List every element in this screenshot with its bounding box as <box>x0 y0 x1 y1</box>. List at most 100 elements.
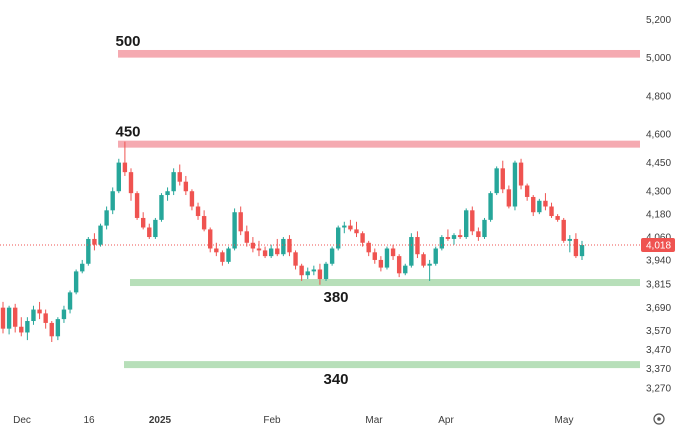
candle-body <box>299 265 304 276</box>
y-tick-label: 3,690 <box>646 303 671 314</box>
candle <box>299 263 304 281</box>
candle <box>104 206 109 230</box>
candle-body <box>524 185 530 197</box>
candle-body <box>573 238 579 257</box>
candle <box>201 210 207 232</box>
candle-body <box>183 181 189 192</box>
candle-body <box>329 248 335 264</box>
candle-body <box>390 248 396 257</box>
y-tick-label: 3,940 <box>646 255 671 266</box>
candle <box>281 237 286 257</box>
x-tick-label: 2025 <box>149 415 172 426</box>
candle <box>531 195 536 217</box>
candle <box>439 235 445 251</box>
candle-body <box>220 252 225 262</box>
candle-body <box>98 225 103 245</box>
candle <box>262 246 268 259</box>
candle <box>122 141 128 176</box>
candle <box>31 305 36 325</box>
candle-body <box>232 212 237 249</box>
candle <box>323 261 329 281</box>
candle-body <box>476 231 481 238</box>
candle <box>61 305 67 323</box>
candle-body <box>403 265 408 274</box>
candle-body <box>421 254 426 266</box>
last-price-tag-bg <box>641 238 675 253</box>
zone-label-500: 500 <box>115 33 140 50</box>
candle-body <box>293 252 298 266</box>
candle-body <box>61 309 67 320</box>
x-tick-label: 16 <box>83 415 95 426</box>
candle-body <box>189 191 195 207</box>
candle-body <box>409 237 414 266</box>
candle-body <box>116 162 121 192</box>
candle-body <box>6 307 12 329</box>
candle-body <box>342 225 347 228</box>
candle <box>409 233 414 268</box>
candle-body <box>311 269 317 272</box>
candle <box>342 221 347 234</box>
candle <box>189 189 195 211</box>
candle-body <box>543 200 548 207</box>
candle-body <box>366 242 371 253</box>
candle-body <box>537 200 542 213</box>
candle <box>232 208 237 251</box>
candle-body <box>171 172 176 192</box>
candle-body <box>140 217 146 228</box>
y-tick-label: 5,000 <box>646 53 671 64</box>
candle <box>147 223 152 239</box>
candle <box>86 237 91 266</box>
candle <box>244 225 249 247</box>
candle <box>372 248 377 264</box>
candle-body <box>415 237 420 255</box>
candle-body <box>122 162 128 173</box>
candle-body <box>470 210 475 232</box>
x-tick-label: May <box>555 415 574 426</box>
candle-body <box>348 225 353 230</box>
candle <box>500 160 505 194</box>
zone-label-450: 450 <box>115 124 140 141</box>
candle <box>153 217 158 239</box>
zone-labels: 500 450 380 340 <box>115 33 348 388</box>
candle <box>348 219 353 232</box>
candle-body <box>287 238 292 253</box>
candle <box>183 175 189 196</box>
candle-body <box>147 227 152 238</box>
candle-body <box>482 219 487 238</box>
zones-layer <box>118 49 640 369</box>
candle <box>49 321 54 343</box>
candle <box>311 265 317 276</box>
candle <box>208 227 213 253</box>
candle <box>543 193 548 211</box>
candle <box>92 233 97 251</box>
candle <box>573 233 579 259</box>
candle-body <box>159 195 164 220</box>
settings-icon[interactable] <box>653 413 665 425</box>
candle-body <box>323 263 329 280</box>
candle <box>403 263 408 276</box>
candle <box>67 290 73 314</box>
candle-body <box>67 292 73 310</box>
candle-body <box>25 321 30 333</box>
candle <box>37 301 42 320</box>
candle <box>384 246 390 270</box>
candle-body <box>372 252 377 260</box>
x-tick-label: Mar <box>365 415 383 426</box>
candle <box>390 244 396 260</box>
candle-body <box>134 193 140 218</box>
candle <box>506 185 512 209</box>
candle <box>451 233 457 245</box>
candle <box>366 240 371 257</box>
candle <box>549 202 554 218</box>
candle <box>464 208 469 239</box>
candle-body <box>378 259 384 268</box>
candle <box>470 206 475 236</box>
candle-body <box>336 227 341 249</box>
candle-body <box>55 319 61 337</box>
candle <box>19 317 24 337</box>
candle <box>476 227 481 241</box>
candle <box>256 240 262 257</box>
candle <box>537 198 542 215</box>
y-axis: 5,200 5,000 4,800 4,600 4,450 4,300 4,180 4,060… <box>646 15 671 394</box>
candle-body <box>110 191 115 211</box>
